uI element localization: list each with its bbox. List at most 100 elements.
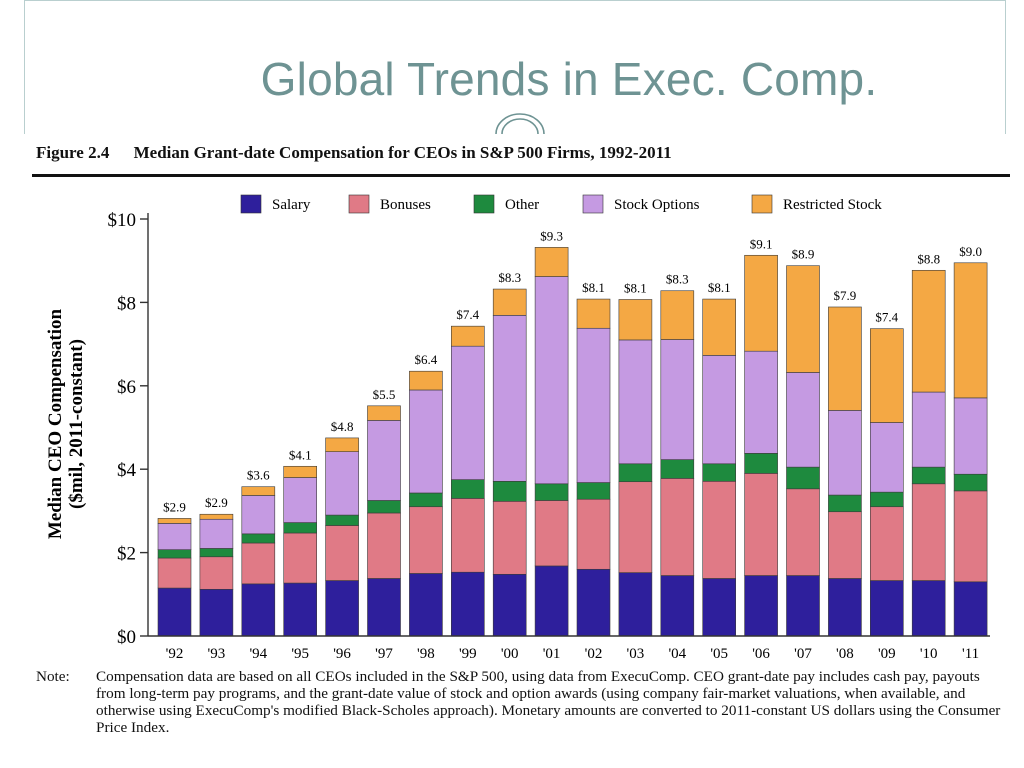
bar-segment-restricted-stock xyxy=(157,518,192,524)
bar-segment-restricted-stock xyxy=(911,269,946,393)
bar-segment-bonuses xyxy=(534,500,569,567)
bar-total-label: $8.3 xyxy=(666,272,689,287)
note-text: Compensation data are based on all CEOs … xyxy=(96,668,1001,736)
legend-label: Stock Options xyxy=(614,197,700,213)
bar-segment-stock-options xyxy=(283,477,318,523)
bar-segment-stock-options xyxy=(911,391,946,468)
bar-segment-other xyxy=(199,548,234,558)
bar-segment-other xyxy=(283,522,318,534)
x-tick-label: '06 xyxy=(752,646,770,662)
bar-segment-other xyxy=(157,549,192,559)
bar-segment-other xyxy=(786,466,820,490)
bar-total-label: $2.9 xyxy=(205,495,228,510)
bar-segment-bonuses xyxy=(241,542,276,585)
y-axis: $0 $2 $4 $6 $8 $10 xyxy=(108,210,149,648)
bar-segment-salary xyxy=(409,573,443,637)
figure-caption: Figure 2.4 Median Grant-date Compensatio… xyxy=(36,143,672,163)
bar-segment-bonuses xyxy=(702,480,737,579)
bar-segment-restricted-stock xyxy=(492,288,527,316)
y-tick-label: $0 xyxy=(117,627,136,648)
bar-segment-other xyxy=(702,463,737,482)
bar-segment-bonuses xyxy=(911,483,946,581)
figure-number: Figure 2.4 xyxy=(36,143,110,162)
bar-segment-restricted-stock xyxy=(660,290,695,340)
y-tick-label: $4 xyxy=(117,460,137,481)
bar-total-label: $8.8 xyxy=(917,251,940,266)
note-label: Note: xyxy=(36,668,70,685)
bar-segment-stock-options xyxy=(450,345,485,480)
bar-total-label: $8.1 xyxy=(624,280,647,295)
bar-segment-stock-options xyxy=(241,495,276,535)
bar-segment-restricted-stock xyxy=(283,465,318,478)
bar-segment-stock-options xyxy=(409,389,443,494)
bar-segment-restricted-stock xyxy=(786,265,820,373)
bar-segment-restricted-stock xyxy=(409,370,443,391)
bar-total-label: $8.9 xyxy=(792,247,815,262)
bar-segment-stock-options xyxy=(618,339,653,465)
bar-segment-salary xyxy=(953,581,988,637)
bar-segment-bonuses xyxy=(660,478,695,576)
bar-segment-salary xyxy=(157,587,192,637)
x-tick-label: '96 xyxy=(333,646,351,662)
bar-segment-stock-options xyxy=(744,350,778,454)
bar-segment-bonuses xyxy=(450,498,485,573)
legend-swatch-restricted-stock xyxy=(751,194,773,214)
x-tick-label: '04 xyxy=(668,646,686,662)
bar-segment-stock-options xyxy=(576,327,611,483)
bar-segment-other xyxy=(492,480,527,502)
x-axis: '92 '93 '94 '95 '96 '97 '98 '99 '00 '01 '02 '03 '04 '… xyxy=(148,635,990,662)
x-tick-label: '09 xyxy=(878,646,896,662)
bar-segment-bonuses xyxy=(199,556,234,590)
bar-segment-salary xyxy=(492,573,527,637)
bar-segment-restricted-stock xyxy=(869,328,904,423)
bar-segment-bonuses xyxy=(744,473,778,576)
bar-segment-other xyxy=(367,500,401,514)
bar-segment-stock-options xyxy=(199,518,234,549)
legend-label: Salary xyxy=(272,197,311,213)
bar-total-label: $9.3 xyxy=(540,228,563,243)
x-tick-label: '03 xyxy=(627,646,645,662)
bar-segment-restricted-stock xyxy=(450,325,485,347)
legend-swatch-other xyxy=(473,194,495,214)
y-tick-label: $6 xyxy=(117,377,136,398)
x-tick-label: '10 xyxy=(920,646,938,662)
x-tick-label: '02 xyxy=(585,646,603,662)
bar-total-label: $3.6 xyxy=(247,468,270,483)
bar-segment-other xyxy=(660,459,695,479)
bar-total-label: $6.4 xyxy=(415,352,438,367)
bar-segment-restricted-stock xyxy=(367,405,401,421)
bar-segment-salary xyxy=(450,571,485,637)
x-tick-label: '07 xyxy=(794,646,812,662)
x-tick-label: '05 xyxy=(710,646,728,662)
bar-segment-restricted-stock xyxy=(576,298,611,329)
bar-segment-restricted-stock xyxy=(828,306,862,411)
bar-segment-bonuses xyxy=(492,501,527,575)
legend-swatch-stock-options xyxy=(582,194,604,214)
bar-segment-stock-options xyxy=(325,451,359,516)
bar-segment-stock-options xyxy=(534,276,569,485)
legend-label: Other xyxy=(505,197,539,213)
bar-segment-salary xyxy=(283,582,318,637)
bar-segment-other xyxy=(241,533,276,544)
bar-total-label: $4.8 xyxy=(331,419,354,434)
y-tick-label: $8 xyxy=(117,293,136,314)
bar-segment-salary xyxy=(576,568,611,637)
bar-total-label: $2.9 xyxy=(163,499,186,514)
bar-segment-salary xyxy=(241,583,276,637)
bar-segment-stock-options xyxy=(953,397,988,475)
bar-segment-salary xyxy=(828,578,862,637)
bar-segment-other xyxy=(869,491,904,508)
legend-label: Bonuses xyxy=(380,197,431,213)
bar-total-label: $8.1 xyxy=(582,280,605,295)
bar-segment-stock-options xyxy=(702,355,737,465)
bar-segment-stock-options xyxy=(869,422,904,493)
bar-segment-other xyxy=(576,482,611,500)
bar-segment-restricted-stock xyxy=(241,486,276,496)
data-labels: $2.9 $2.9 $3.6 $4.1 $4.8 $5.5 $6.4 $7.4 $8.3 $9.3… xyxy=(163,228,982,514)
x-tick-label: '93 xyxy=(208,646,226,662)
bar-segment-bonuses xyxy=(828,511,862,579)
bar-total-label: $7.4 xyxy=(456,307,479,322)
x-tick-label: '98 xyxy=(417,646,435,662)
x-tick-label: '94 xyxy=(249,646,267,662)
